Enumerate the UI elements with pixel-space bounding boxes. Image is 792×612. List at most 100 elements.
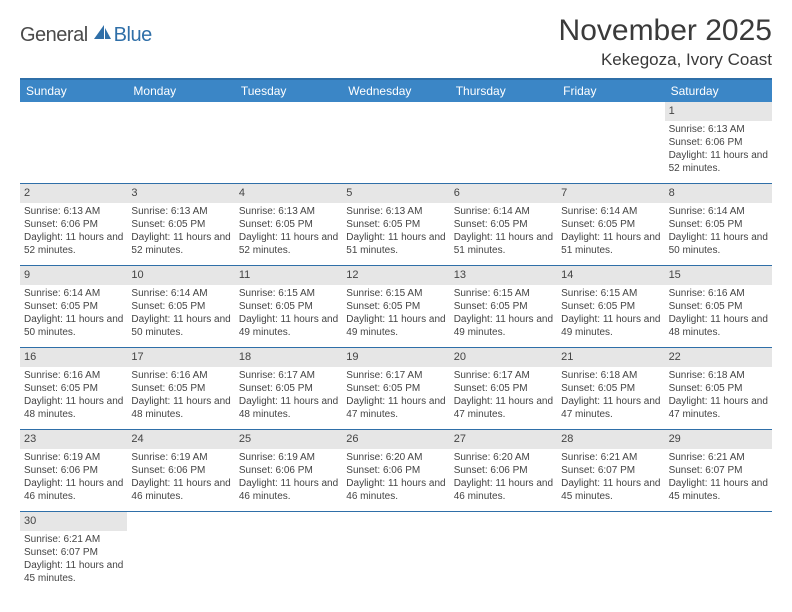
- calendar-cell: 7Sunrise: 6:14 AMSunset: 6:05 PMDaylight…: [557, 184, 664, 266]
- calendar-cell: 10Sunrise: 6:14 AMSunset: 6:05 PMDayligh…: [127, 266, 234, 348]
- sunset-line: Sunset: 6:05 PM: [669, 382, 768, 395]
- day-number: 27: [454, 431, 553, 447]
- sunrise-line: Sunrise: 6:13 AM: [131, 205, 230, 218]
- daylight-line: Daylight: 11 hours and 47 minutes.: [454, 395, 553, 421]
- calendar-cell: [450, 102, 557, 184]
- daylight-line: Daylight: 11 hours and 46 minutes.: [454, 477, 553, 503]
- day-number: 15: [669, 267, 768, 283]
- sunset-line: Sunset: 6:05 PM: [346, 300, 445, 313]
- sunset-line: Sunset: 6:06 PM: [239, 464, 338, 477]
- sunrise-line: Sunrise: 6:20 AM: [454, 451, 553, 464]
- calendar-cell: 6Sunrise: 6:14 AMSunset: 6:05 PMDaylight…: [450, 184, 557, 266]
- sunset-line: Sunset: 6:05 PM: [669, 300, 768, 313]
- calendar-cell: [450, 512, 557, 594]
- day-number: 21: [561, 349, 660, 365]
- sunrise-line: Sunrise: 6:21 AM: [669, 451, 768, 464]
- day-number: 12: [346, 267, 445, 283]
- day-number: 1: [669, 103, 768, 119]
- sunrise-line: Sunrise: 6:14 AM: [131, 287, 230, 300]
- day-header: Thursday: [450, 80, 557, 102]
- daylight-line: Daylight: 11 hours and 49 minutes.: [346, 313, 445, 339]
- day-number: 25: [239, 431, 338, 447]
- calendar-cell: 9Sunrise: 6:14 AMSunset: 6:05 PMDaylight…: [20, 266, 127, 348]
- sunset-line: Sunset: 6:05 PM: [346, 382, 445, 395]
- sunset-line: Sunset: 6:06 PM: [131, 464, 230, 477]
- calendar-grid: SundayMondayTuesdayWednesdayThursdayFrid…: [20, 78, 772, 594]
- sunrise-line: Sunrise: 6:19 AM: [131, 451, 230, 464]
- day-number: 4: [239, 185, 338, 201]
- calendar-cell: 14Sunrise: 6:15 AMSunset: 6:05 PMDayligh…: [557, 266, 664, 348]
- sunrise-line: Sunrise: 6:16 AM: [669, 287, 768, 300]
- calendar-cell: [557, 512, 664, 594]
- calendar-cell: 29Sunrise: 6:21 AMSunset: 6:07 PMDayligh…: [665, 430, 772, 512]
- sail-icon: [92, 24, 112, 47]
- sunset-line: Sunset: 6:06 PM: [669, 136, 768, 149]
- sunrise-line: Sunrise: 6:14 AM: [24, 287, 123, 300]
- calendar-cell: 15Sunrise: 6:16 AMSunset: 6:05 PMDayligh…: [665, 266, 772, 348]
- day-header: Wednesday: [342, 80, 449, 102]
- calendar-cell: 28Sunrise: 6:21 AMSunset: 6:07 PMDayligh…: [557, 430, 664, 512]
- calendar-cell: 26Sunrise: 6:20 AMSunset: 6:06 PMDayligh…: [342, 430, 449, 512]
- calendar-cell: 3Sunrise: 6:13 AMSunset: 6:05 PMDaylight…: [127, 184, 234, 266]
- sunrise-line: Sunrise: 6:13 AM: [239, 205, 338, 218]
- sunset-line: Sunset: 6:06 PM: [24, 464, 123, 477]
- day-header: Tuesday: [235, 80, 342, 102]
- sunrise-line: Sunrise: 6:13 AM: [24, 205, 123, 218]
- calendar-cell: 2Sunrise: 6:13 AMSunset: 6:06 PMDaylight…: [20, 184, 127, 266]
- day-header: Monday: [127, 80, 234, 102]
- day-header: Sunday: [20, 80, 127, 102]
- sunrise-line: Sunrise: 6:13 AM: [669, 123, 768, 136]
- calendar-cell: 12Sunrise: 6:15 AMSunset: 6:05 PMDayligh…: [342, 266, 449, 348]
- calendar-cell: [127, 512, 234, 594]
- calendar-cell: 17Sunrise: 6:16 AMSunset: 6:05 PMDayligh…: [127, 348, 234, 430]
- calendar-cell: 18Sunrise: 6:17 AMSunset: 6:05 PMDayligh…: [235, 348, 342, 430]
- calendar-cell: 4 Sunrise: 6:13 AMSunset: 6:05 PMDaylight…: [235, 184, 342, 266]
- sunset-line: Sunset: 6:05 PM: [454, 300, 553, 313]
- calendar-cell: [342, 512, 449, 594]
- day-number: 28: [561, 431, 660, 447]
- calendar-cell: 11Sunrise: 6:15 AMSunset: 6:05 PMDayligh…: [235, 266, 342, 348]
- sunset-line: Sunset: 6:05 PM: [561, 382, 660, 395]
- sunset-line: Sunset: 6:05 PM: [561, 300, 660, 313]
- day-number: 5: [346, 185, 445, 201]
- sunset-line: Sunset: 6:05 PM: [131, 382, 230, 395]
- logo: General Blue: [20, 24, 152, 47]
- sunrise-line: Sunrise: 6:21 AM: [561, 451, 660, 464]
- daylight-line: Daylight: 11 hours and 52 minutes.: [239, 231, 338, 257]
- daylight-line: Daylight: 11 hours and 52 minutes.: [669, 149, 768, 175]
- calendar-cell: 30Sunrise: 6:21 AMSunset: 6:07 PMDayligh…: [20, 512, 127, 594]
- sunset-line: Sunset: 6:05 PM: [239, 382, 338, 395]
- day-number: 29: [669, 431, 768, 447]
- sunset-line: Sunset: 6:05 PM: [131, 300, 230, 313]
- daylight-line: Daylight: 11 hours and 46 minutes.: [346, 477, 445, 503]
- sunset-line: Sunset: 6:05 PM: [454, 382, 553, 395]
- daylight-line: Daylight: 11 hours and 49 minutes.: [454, 313, 553, 339]
- day-number: 9: [24, 267, 123, 283]
- daylight-line: Daylight: 11 hours and 46 minutes.: [239, 477, 338, 503]
- calendar-cell: [342, 102, 449, 184]
- day-number: 20: [454, 349, 553, 365]
- daylight-line: Daylight: 11 hours and 46 minutes.: [131, 477, 230, 503]
- day-number: 10: [131, 267, 230, 283]
- logo-text-general: General: [20, 24, 88, 47]
- calendar-cell: [127, 102, 234, 184]
- day-number: 14: [561, 267, 660, 283]
- calendar-cell: 16Sunrise: 6:16 AMSunset: 6:05 PMDayligh…: [20, 348, 127, 430]
- sunrise-line: Sunrise: 6:15 AM: [454, 287, 553, 300]
- day-number: 6: [454, 185, 553, 201]
- sunrise-line: Sunrise: 6:19 AM: [24, 451, 123, 464]
- sunset-line: Sunset: 6:06 PM: [24, 218, 123, 231]
- daylight-line: Daylight: 11 hours and 51 minutes.: [454, 231, 553, 257]
- daylight-line: Daylight: 11 hours and 48 minutes.: [239, 395, 338, 421]
- day-header: Saturday: [665, 80, 772, 102]
- daylight-line: Daylight: 11 hours and 45 minutes.: [24, 559, 123, 585]
- calendar-cell: 5Sunrise: 6:13 AMSunset: 6:05 PMDaylight…: [342, 184, 449, 266]
- logo-text-blue: Blue: [114, 24, 152, 47]
- calendar-cell: 19Sunrise: 6:17 AMSunset: 6:05 PMDayligh…: [342, 348, 449, 430]
- day-number: 22: [669, 349, 768, 365]
- sunset-line: Sunset: 6:06 PM: [346, 464, 445, 477]
- day-number: 23: [24, 431, 123, 447]
- calendar-cell: [235, 102, 342, 184]
- sunset-line: Sunset: 6:05 PM: [239, 218, 338, 231]
- daylight-line: Daylight: 11 hours and 48 minutes.: [24, 395, 123, 421]
